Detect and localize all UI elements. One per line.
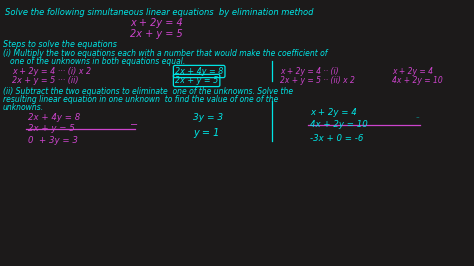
Text: x + 2y = 4: x + 2y = 4 xyxy=(310,108,357,117)
Text: 0  + 3y = 3: 0 + 3y = 3 xyxy=(28,136,78,145)
Text: 2x + 4y = 8: 2x + 4y = 8 xyxy=(175,67,223,76)
Text: 2x + y = 5 ·· (ii) x 2: 2x + y = 5 ·· (ii) x 2 xyxy=(280,76,355,85)
Text: Steps to solve the equations: Steps to solve the equations xyxy=(3,40,117,49)
Text: 2x + y = 5: 2x + y = 5 xyxy=(28,124,75,133)
Text: 2x + y = 5: 2x + y = 5 xyxy=(130,29,183,39)
Text: (ii) Subtract the two equations to eliminate  one of the unknowns. Solve the: (ii) Subtract the two equations to elimi… xyxy=(3,87,293,96)
Text: 2x + y = 5: 2x + y = 5 xyxy=(175,76,218,85)
Text: y = 1: y = 1 xyxy=(193,128,219,138)
Text: x + 2y = 4 ·· (i): x + 2y = 4 ·· (i) xyxy=(280,67,338,76)
Text: x + 2y = 4 ··· (i) x 2: x + 2y = 4 ··· (i) x 2 xyxy=(12,67,91,76)
Text: x + 2y = 4: x + 2y = 4 xyxy=(392,67,433,76)
Text: one of the unknowns in both equations equal.: one of the unknowns in both equations eq… xyxy=(10,57,185,66)
Text: 4x + 2y = 10: 4x + 2y = 10 xyxy=(392,76,443,85)
Text: resulting linear equation in one unknown  to find the value of one of the: resulting linear equation in one unknown… xyxy=(3,95,278,104)
Text: ⁻: ⁻ xyxy=(416,116,420,122)
Text: unknowns.: unknowns. xyxy=(3,103,44,112)
Text: 2x + y = 5 ··· (ii): 2x + y = 5 ··· (ii) xyxy=(12,76,79,85)
Text: Solve the following simultaneous linear equations  by elimination method: Solve the following simultaneous linear … xyxy=(5,8,313,17)
Text: -3x + 0 = -6: -3x + 0 = -6 xyxy=(310,134,364,143)
Text: (i) Multiply the two equations each with a number that would make the coefficien: (i) Multiply the two equations each with… xyxy=(3,49,328,58)
Text: −: − xyxy=(130,120,138,130)
Text: 4x + 2y = 10: 4x + 2y = 10 xyxy=(310,120,368,129)
Text: 2x + 4y = 8: 2x + 4y = 8 xyxy=(28,113,80,122)
Text: x + 2y = 4: x + 2y = 4 xyxy=(130,18,183,28)
Text: 3y = 3: 3y = 3 xyxy=(193,113,223,122)
